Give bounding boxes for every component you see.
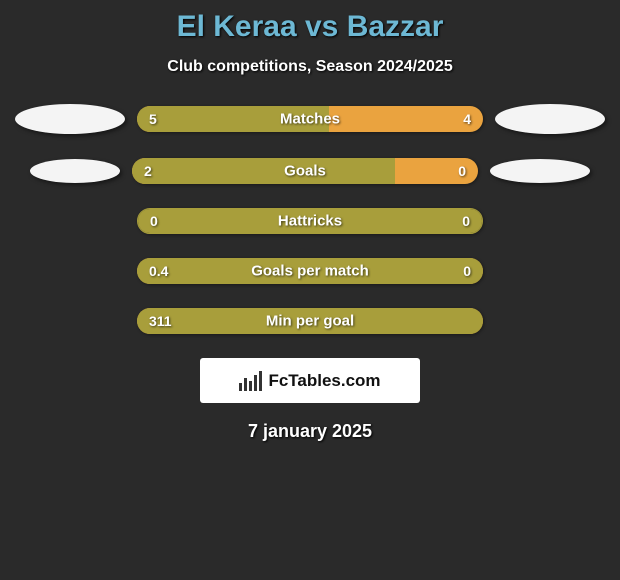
stat-bar: 5 Matches 4 [137,106,483,132]
date-text: 7 january 2025 [0,421,620,442]
stat-left-value: 2 [144,163,152,179]
team-left-ellipse [30,159,120,183]
stat-left-value: 0.4 [149,263,168,279]
stat-label: Goals [284,163,326,180]
stat-row: 2 Goals 0 [0,158,620,184]
stat-right-value: 0 [463,263,471,279]
stat-bar-fill [132,158,395,184]
stat-rows: 5 Matches 4 2 Goals 0 0 Hattricks 0 0.4 Goals per … [0,104,620,334]
stat-left-value: 311 [149,313,172,329]
stat-row: 0.4 Goals per match 0 [0,258,620,284]
team-right-ellipse [495,104,605,134]
comparison-widget: El Keraa vs Bazzar Club competitions, Se… [0,0,620,442]
stat-right-value: 0 [458,163,466,179]
stat-right-value: 4 [463,111,471,127]
stat-label: Min per goal [266,313,354,330]
stat-bar: 2 Goals 0 [132,158,478,184]
stat-bar: 0.4 Goals per match 0 [137,258,483,284]
team-left-ellipse [15,104,125,134]
stat-row: 311 Min per goal [0,308,620,334]
stat-label: Hattricks [278,213,342,230]
stat-right-value: 0 [462,213,470,229]
stat-left-value: 0 [150,213,158,229]
stat-bar: 311 Min per goal [137,308,483,334]
stat-left-value: 5 [149,111,157,127]
brand-text: FcTables.com [268,371,380,391]
stat-row: 5 Matches 4 [0,104,620,134]
stat-label: Goals per match [251,263,369,280]
stat-bar: 0 Hattricks 0 [137,208,483,234]
stat-row: 0 Hattricks 0 [0,208,620,234]
stat-label: Matches [280,111,340,128]
subtitle: Club competitions, Season 2024/2025 [0,58,620,76]
bar-chart-icon [239,371,262,391]
page-title: El Keraa vs Bazzar [0,10,620,44]
team-right-ellipse [490,159,590,183]
brand-link[interactable]: FcTables.com [200,358,420,403]
